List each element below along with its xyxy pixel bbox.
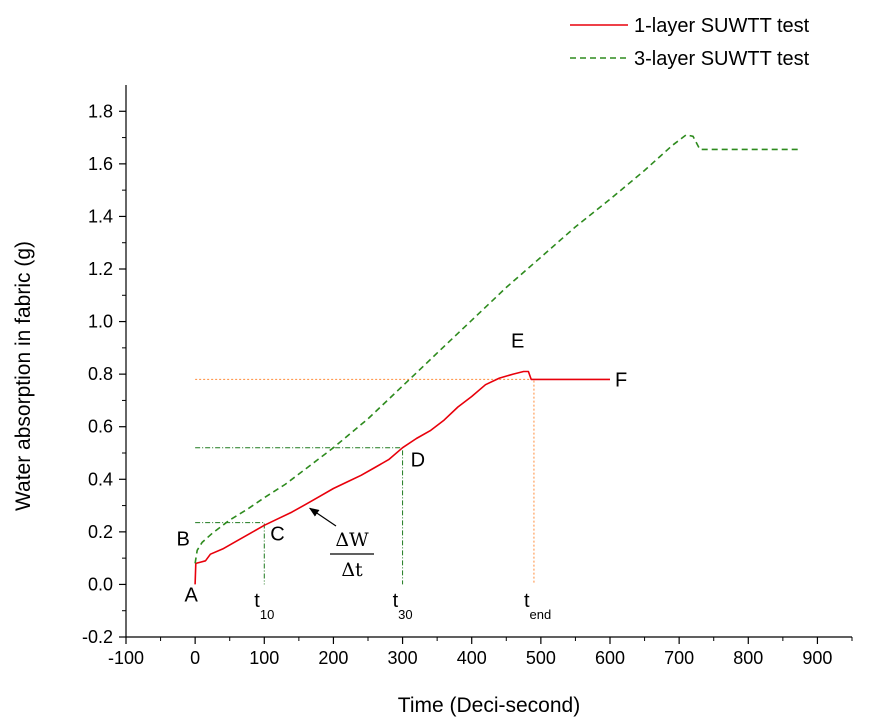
point-label-d: D	[411, 450, 425, 472]
y-tick-label: 0.4	[88, 469, 113, 489]
legend-label: 1-layer SUWTT test	[634, 15, 810, 37]
series-line-3-layer	[194, 134, 801, 564]
point-label-f: F	[615, 369, 627, 391]
time-marker-label: t30	[393, 590, 413, 622]
x-tick-label: 300	[388, 648, 418, 668]
point-label-c: C	[270, 524, 284, 546]
x-tick-label: 200	[318, 648, 348, 668]
reference-line	[195, 522, 265, 585]
y-tick-label: 1.8	[88, 101, 113, 121]
legend-label: 3-layer SUWTT test	[634, 48, 810, 70]
y-tick-label: 1.4	[88, 206, 113, 226]
x-tick-label: 600	[595, 648, 625, 668]
x-tick-label: 100	[249, 648, 279, 668]
x-tick-label: 500	[526, 648, 556, 668]
y-tick-label: 1.0	[88, 312, 113, 332]
y-tick-label: 0.2	[88, 522, 113, 542]
point-label-e: E	[511, 331, 524, 353]
x-tick-label: -100	[108, 648, 144, 668]
point-label-a: A	[184, 584, 198, 606]
y-axis-title: Water absorption in fabric (g)	[12, 241, 35, 511]
x-tick-label: 900	[802, 648, 832, 668]
axes: -100 0 100 200 300 400 500 600 700 800 900 -0.2 0.0 0…	[82, 85, 853, 668]
x-axis-title: Time (Deci-second)	[398, 694, 580, 717]
time-marker-label: tend	[524, 590, 551, 622]
y-tick-label: 0.0	[88, 574, 113, 594]
x-tick-label: 800	[733, 648, 763, 668]
reference-line	[195, 447, 404, 585]
y-tick-label: -0.2	[82, 627, 113, 647]
time-marker-subscript: end	[530, 607, 552, 622]
series-line-1-layer	[194, 370, 610, 585]
time-marker-main: t	[524, 590, 530, 612]
y-tick-label: 1.6	[88, 154, 113, 174]
x-tick-label: 700	[664, 648, 694, 668]
y-tick-label: 1.2	[88, 259, 113, 279]
y-tick-label: 0.6	[88, 417, 113, 437]
time-marker-label: t10	[254, 590, 274, 622]
legend: 1-layer SUWTT test 3-layer SUWTT test	[570, 15, 810, 70]
time-marker-subscript: 30	[398, 607, 412, 622]
y-tick-label: 0.8	[88, 364, 113, 384]
series-lines	[194, 134, 801, 585]
time-marker-main: t	[254, 590, 260, 612]
x-tick-label: 0	[190, 648, 200, 668]
time-marker-subscript: 10	[260, 607, 274, 622]
x-tick-label: 400	[457, 648, 487, 668]
slope-arrow	[308, 507, 337, 527]
slope-denominator: Δt	[341, 559, 363, 581]
reference-line	[195, 378, 535, 585]
point-label-b: B	[176, 528, 189, 550]
time-marker-main: t	[393, 590, 399, 612]
slope-numerator: ΔW	[335, 529, 369, 551]
